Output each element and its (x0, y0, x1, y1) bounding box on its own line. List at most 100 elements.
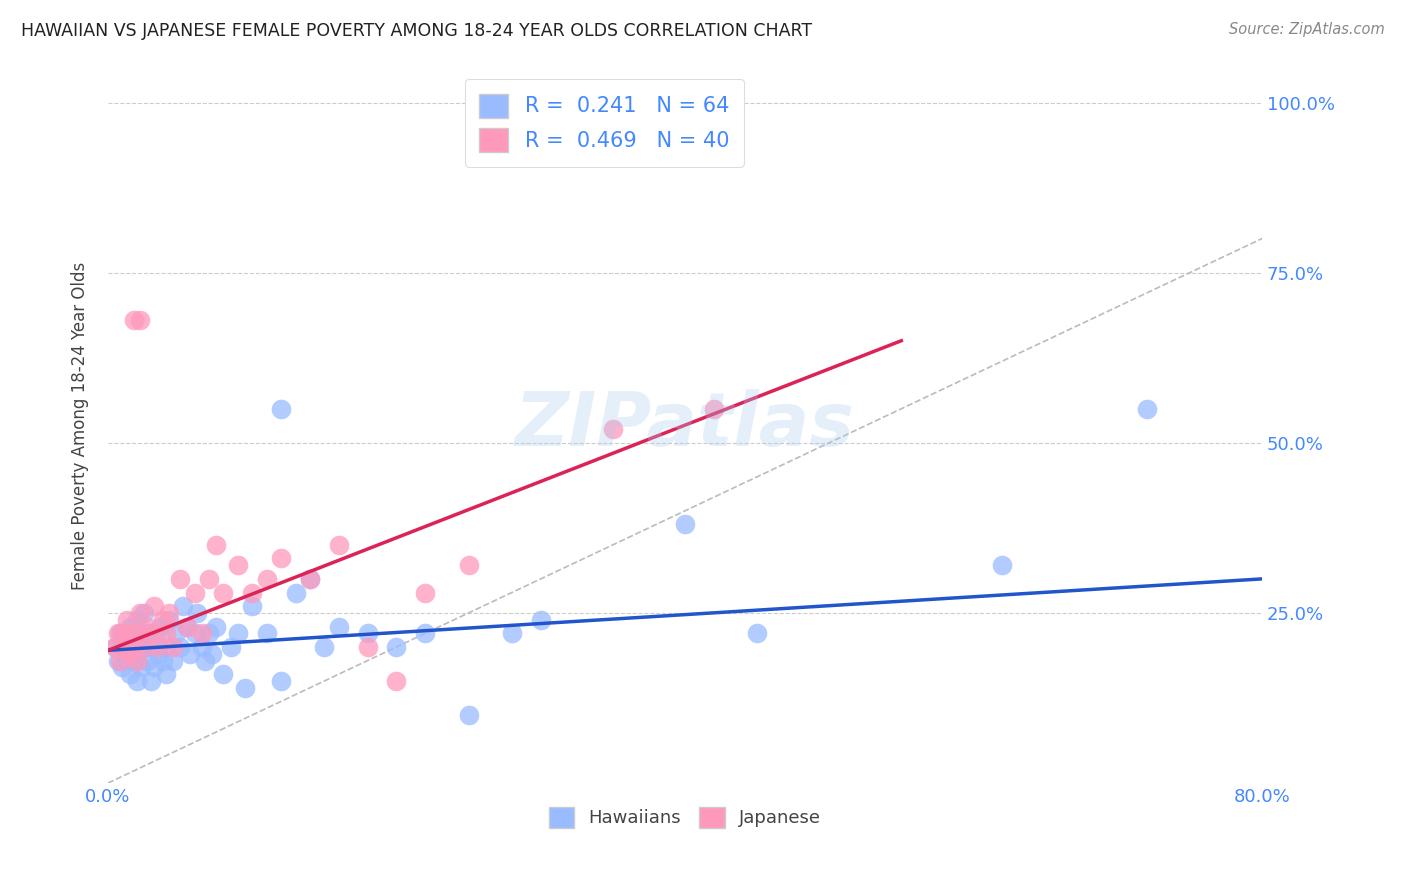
Point (162, 640, 184, 654)
Point (132, 640, 155, 654)
Point (256, 626, 278, 640)
Point (212, 585, 235, 599)
Point (141, 640, 163, 654)
Point (114, 647, 136, 661)
Point (205, 619, 228, 633)
Point (118, 667, 141, 681)
Point (115, 626, 138, 640)
Text: HAWAIIAN VS JAPANESE FEMALE POVERTY AMONG 18-24 YEAR OLDS CORRELATION CHART: HAWAIIAN VS JAPANESE FEMALE POVERTY AMON… (21, 22, 813, 40)
Point (107, 626, 129, 640)
Point (132, 640, 155, 654)
Point (328, 619, 350, 633)
Point (205, 538, 228, 552)
Point (183, 626, 205, 640)
Point (219, 640, 242, 654)
Point (385, 640, 408, 654)
Point (118, 619, 141, 633)
Point (143, 599, 166, 614)
Point (183, 585, 205, 599)
Point (226, 558, 249, 573)
Point (115, 613, 138, 627)
Point (270, 673, 292, 688)
Point (114, 640, 136, 654)
Text: ZIPatlas: ZIPatlas (515, 389, 855, 462)
Point (298, 572, 321, 586)
Point (118, 647, 141, 661)
Point (122, 313, 145, 327)
Point (111, 626, 134, 640)
Point (122, 654, 145, 668)
Point (104, 640, 127, 654)
Point (233, 681, 256, 695)
Point (413, 585, 436, 599)
Point (240, 585, 263, 599)
Point (125, 613, 148, 627)
Point (198, 572, 221, 586)
Point (108, 626, 131, 640)
Point (127, 647, 149, 661)
Point (136, 619, 159, 633)
Point (284, 585, 307, 599)
Point (385, 673, 408, 688)
Point (125, 673, 148, 688)
Point (132, 606, 155, 620)
Point (176, 619, 198, 633)
Point (111, 633, 134, 648)
Point (602, 422, 624, 436)
Text: Source: ZipAtlas.com: Source: ZipAtlas.com (1229, 22, 1385, 37)
Point (108, 654, 131, 668)
Point (270, 401, 292, 416)
Point (104, 640, 127, 654)
Point (125, 626, 148, 640)
Point (176, 619, 198, 633)
Y-axis label: Female Poverty Among 18-24 Year Olds: Female Poverty Among 18-24 Year Olds (72, 261, 89, 590)
Point (122, 640, 145, 654)
Point (141, 673, 163, 688)
Point (157, 613, 180, 627)
Point (745, 626, 768, 640)
Point (198, 626, 221, 640)
Point (186, 606, 208, 620)
Point (457, 558, 479, 573)
Point (194, 654, 217, 668)
Point (107, 654, 129, 668)
Point (190, 626, 212, 640)
Point (501, 626, 523, 640)
Point (145, 626, 167, 640)
Point (141, 626, 163, 640)
Point (256, 572, 278, 586)
Point (298, 572, 321, 586)
Point (172, 599, 194, 614)
Point (190, 640, 212, 654)
Point (128, 313, 150, 327)
Point (121, 640, 143, 654)
Point (169, 640, 191, 654)
Point (169, 572, 191, 586)
Point (152, 654, 174, 668)
Point (413, 626, 436, 640)
Point (143, 660, 166, 674)
Point (328, 538, 350, 552)
Legend: Hawaiians, Japanese: Hawaiians, Japanese (541, 799, 828, 835)
Point (155, 626, 177, 640)
Point (157, 606, 180, 620)
Point (125, 654, 148, 668)
Point (165, 626, 187, 640)
Point (314, 640, 336, 654)
Point (128, 626, 150, 640)
Point (129, 660, 152, 674)
Point (991, 558, 1014, 573)
Point (703, 401, 725, 416)
Point (530, 613, 553, 627)
Point (136, 654, 159, 668)
Point (148, 640, 170, 654)
Point (673, 517, 696, 532)
Point (149, 619, 172, 633)
Point (148, 647, 170, 661)
Point (457, 708, 479, 723)
Point (152, 613, 174, 627)
Point (270, 551, 292, 566)
Point (138, 626, 160, 640)
Point (226, 626, 249, 640)
Point (356, 626, 378, 640)
